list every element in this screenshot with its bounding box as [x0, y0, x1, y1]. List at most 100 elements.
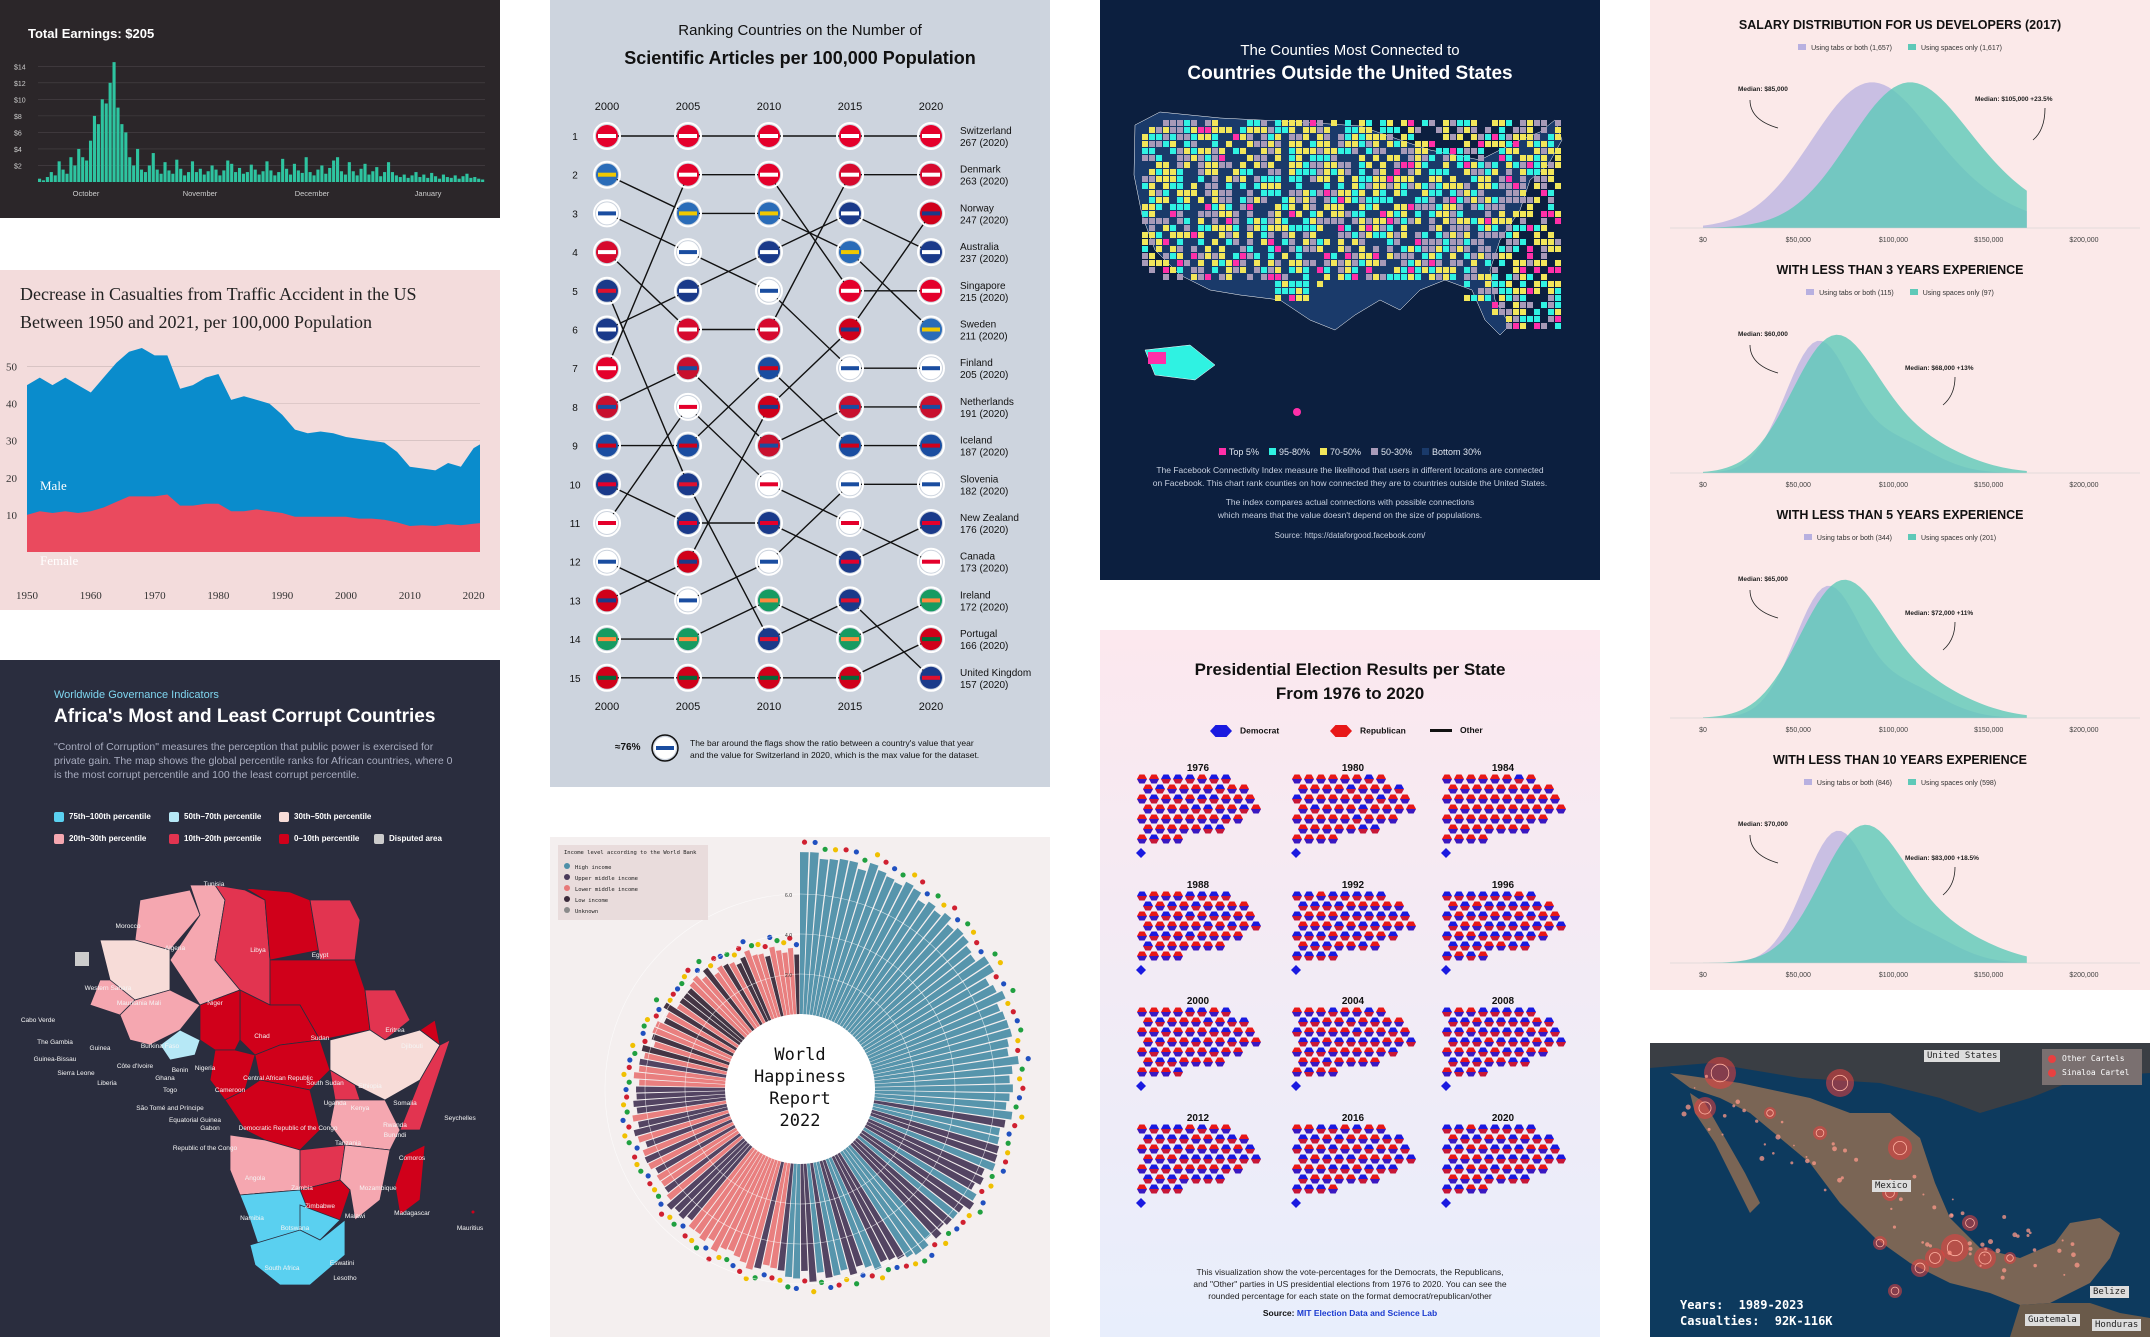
state-hex-lower — [1490, 1169, 1500, 1174]
salary-legend-item: Using spaces only (1,617) — [1908, 44, 2002, 52]
county-cell — [1338, 267, 1344, 273]
country-name: Canada — [960, 552, 995, 563]
county-cell — [1394, 162, 1400, 168]
flag-stripe — [598, 366, 616, 371]
flag-ring — [917, 354, 945, 383]
county-cell — [1289, 155, 1295, 161]
county-cell — [1163, 260, 1169, 266]
country-bar — [828, 1157, 882, 1271]
country-flag-icon — [634, 1161, 640, 1168]
county-cell — [1485, 246, 1491, 252]
flag-ring — [593, 586, 621, 615]
state-hex-lower — [1209, 916, 1219, 921]
earnings-y-tick: $12 — [14, 81, 26, 88]
state-hex-alaska — [1441, 965, 1451, 975]
country-label: Gabon — [200, 1125, 220, 1132]
county-cell — [1457, 155, 1463, 161]
country-bar — [769, 946, 787, 1016]
country-bar — [666, 1135, 744, 1201]
casualty-dot — [2032, 1248, 2037, 1252]
state-hex-lower — [1490, 916, 1500, 921]
county-cell — [1450, 204, 1456, 210]
county-cell — [1464, 155, 1470, 161]
facebook-legend-label: Top 5% — [1228, 447, 1259, 457]
county-cell — [1345, 232, 1351, 238]
state-hex-lower — [1167, 809, 1177, 814]
county-cell — [1163, 190, 1169, 196]
county-cell — [1212, 183, 1218, 189]
earnings-bar — [402, 174, 406, 182]
county-cell — [1296, 134, 1302, 140]
earnings-y-tick: $14 — [14, 64, 26, 71]
male-label: Male — [40, 478, 67, 493]
county-cell — [1310, 155, 1316, 161]
state-hex-lower — [1472, 1022, 1482, 1027]
casualty-dot — [1899, 1197, 1903, 1202]
flag-ring — [674, 315, 702, 344]
county-cell — [1471, 204, 1477, 210]
country-flag-icon — [679, 980, 685, 987]
county-cell — [1282, 218, 1288, 224]
county-cell — [1422, 148, 1428, 154]
state-hex-lower — [1502, 799, 1512, 804]
state-hex-lower — [1149, 779, 1159, 784]
state-hex-lower — [1526, 799, 1536, 804]
county-cell — [1541, 253, 1547, 259]
county-cell — [1506, 218, 1512, 224]
county-cell — [1380, 162, 1386, 168]
county-cell — [1303, 218, 1309, 224]
flag-stripe — [679, 559, 697, 564]
county-cell — [1478, 134, 1484, 140]
state-hex-lower — [1185, 1052, 1195, 1057]
county-cell — [1359, 183, 1365, 189]
earnings-x-tick: December — [295, 189, 330, 198]
spaces-density — [1703, 82, 2027, 228]
casualty-cluster-ring — [1766, 1109, 1774, 1117]
casualty-dot — [2057, 1248, 2062, 1253]
county-cell — [1219, 274, 1225, 280]
county-cell — [1387, 134, 1393, 140]
state-hex-lower — [1484, 1139, 1494, 1144]
flag-stripe — [922, 637, 940, 642]
state-hex-lower — [1239, 1042, 1249, 1047]
flag-stripe — [679, 211, 697, 216]
county-cell — [1394, 232, 1400, 238]
casualty-cluster-ring — [1890, 1286, 1900, 1296]
earnings-bar — [88, 140, 93, 182]
state-hex-lower — [1209, 896, 1219, 901]
state-hex-lower — [1340, 1012, 1350, 1017]
flag-stripe — [922, 250, 940, 255]
county-cell — [1387, 232, 1393, 238]
state-hex-lower — [1161, 936, 1171, 941]
county-cell — [1289, 211, 1295, 217]
state-hex-lower — [1376, 1032, 1386, 1037]
state-hex-lower — [1454, 916, 1464, 921]
county-cell — [1464, 253, 1470, 259]
country-flag-icon — [624, 1094, 630, 1100]
state-hex-lower — [1520, 809, 1530, 814]
flag-ring — [917, 509, 945, 537]
county-cell — [1478, 162, 1484, 168]
state-hex-lower — [1322, 926, 1332, 931]
country-bar — [723, 963, 763, 1026]
county-cell — [1436, 260, 1442, 266]
county-cell — [1422, 246, 1428, 252]
county-cell — [1506, 197, 1512, 203]
county-cell — [1261, 120, 1267, 126]
county-cell — [1359, 204, 1365, 210]
county-cell — [1555, 239, 1561, 245]
female-area — [27, 494, 480, 552]
flag-ring — [755, 160, 783, 189]
election-source-link[interactable]: MIT Election Data and Science Lab — [1296, 1308, 1438, 1318]
county-cell — [1492, 120, 1498, 126]
county-cell — [1506, 176, 1512, 182]
county-cell — [1485, 260, 1491, 266]
flag-ring — [674, 354, 702, 383]
county-cell — [1555, 267, 1561, 273]
happiness-legend-item: Upper middle income — [564, 874, 638, 882]
county-cell — [1261, 148, 1267, 154]
radial-gridline — [684, 973, 916, 1205]
salary-panel-title: WITH LESS THAN 5 YEARS EXPERIENCE — [1776, 508, 2024, 522]
state-hex-lower — [1334, 789, 1344, 794]
country-shape — [134, 889, 201, 951]
